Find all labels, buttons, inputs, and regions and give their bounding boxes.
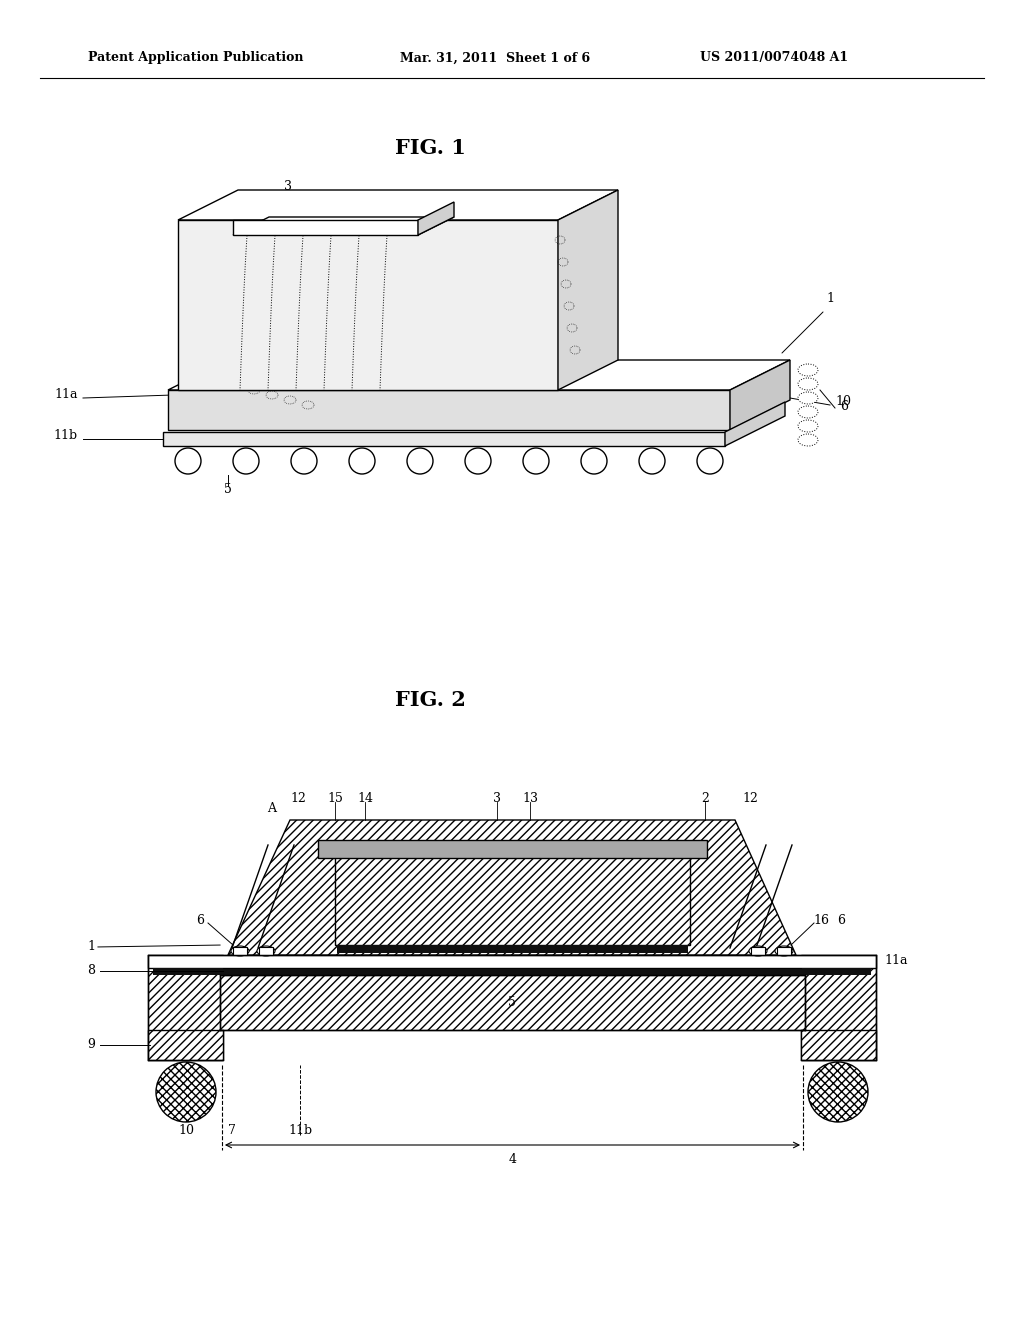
Polygon shape — [178, 220, 558, 389]
Text: FIG. 2: FIG. 2 — [394, 690, 466, 710]
Circle shape — [523, 447, 549, 474]
Ellipse shape — [798, 392, 818, 404]
Text: 6: 6 — [837, 913, 845, 927]
Polygon shape — [228, 820, 796, 954]
Bar — [777, 946, 791, 954]
Bar — [335, 855, 690, 945]
Text: 1: 1 — [826, 292, 834, 305]
Polygon shape — [725, 403, 785, 446]
Ellipse shape — [798, 434, 818, 446]
Circle shape — [156, 1063, 216, 1122]
Bar — [335, 855, 690, 858]
Ellipse shape — [775, 946, 793, 956]
Text: 3: 3 — [284, 180, 292, 193]
Text: FIG. 1: FIG. 1 — [394, 139, 466, 158]
Text: 8: 8 — [87, 965, 95, 978]
Bar — [148, 954, 223, 1060]
Bar — [153, 968, 871, 975]
Text: 13: 13 — [522, 792, 538, 804]
Polygon shape — [168, 389, 730, 430]
Ellipse shape — [231, 946, 249, 956]
Ellipse shape — [749, 946, 767, 956]
Text: 2: 2 — [701, 792, 709, 804]
Polygon shape — [730, 360, 790, 430]
Circle shape — [407, 447, 433, 474]
Text: 11b: 11b — [288, 1123, 312, 1137]
Ellipse shape — [798, 378, 818, 389]
Ellipse shape — [798, 407, 818, 418]
Bar — [751, 946, 765, 954]
Bar — [148, 954, 876, 968]
Text: 5: 5 — [508, 995, 516, 1008]
Text: 10: 10 — [835, 395, 851, 408]
Polygon shape — [418, 202, 454, 235]
Circle shape — [639, 447, 665, 474]
Circle shape — [349, 447, 375, 474]
Bar — [148, 1030, 223, 1060]
Text: 9: 9 — [87, 1039, 95, 1052]
Text: 6: 6 — [840, 400, 848, 413]
Bar — [801, 1030, 876, 1060]
Ellipse shape — [798, 420, 818, 432]
Circle shape — [808, 1063, 868, 1122]
Text: 7: 7 — [228, 1123, 236, 1137]
Circle shape — [291, 447, 317, 474]
Text: 10: 10 — [178, 1123, 194, 1137]
Text: Patent Application Publication: Patent Application Publication — [88, 51, 303, 65]
Bar — [259, 946, 273, 954]
Text: 11a: 11a — [884, 954, 907, 968]
Text: 1: 1 — [87, 940, 95, 953]
Polygon shape — [178, 190, 618, 220]
Text: 3: 3 — [493, 792, 501, 804]
Circle shape — [233, 447, 259, 474]
Polygon shape — [558, 190, 618, 389]
Circle shape — [175, 447, 201, 474]
Circle shape — [697, 447, 723, 474]
Text: 11b: 11b — [54, 429, 78, 442]
Polygon shape — [168, 360, 790, 389]
Text: 12: 12 — [742, 792, 758, 804]
Text: Mar. 31, 2011  Sheet 1 of 6: Mar. 31, 2011 Sheet 1 of 6 — [400, 51, 590, 65]
Text: 4: 4 — [509, 1152, 516, 1166]
Bar — [337, 945, 688, 953]
Text: US 2011/0074048 A1: US 2011/0074048 A1 — [700, 51, 848, 65]
Bar — [220, 975, 805, 1030]
Polygon shape — [233, 220, 418, 235]
Circle shape — [581, 447, 607, 474]
Ellipse shape — [257, 946, 275, 956]
Text: A: A — [267, 801, 276, 814]
Text: 12: 12 — [290, 792, 306, 804]
Polygon shape — [233, 216, 454, 235]
Ellipse shape — [798, 364, 818, 376]
Polygon shape — [163, 432, 725, 446]
Bar — [318, 840, 707, 858]
Text: 15: 15 — [327, 792, 343, 804]
Bar — [233, 946, 247, 954]
Text: 14: 14 — [357, 792, 373, 804]
Text: 11a: 11a — [54, 388, 78, 401]
Circle shape — [465, 447, 490, 474]
Bar — [801, 954, 876, 1060]
Text: 16: 16 — [813, 913, 829, 927]
Text: 6: 6 — [196, 913, 204, 927]
Text: 5: 5 — [224, 483, 232, 496]
